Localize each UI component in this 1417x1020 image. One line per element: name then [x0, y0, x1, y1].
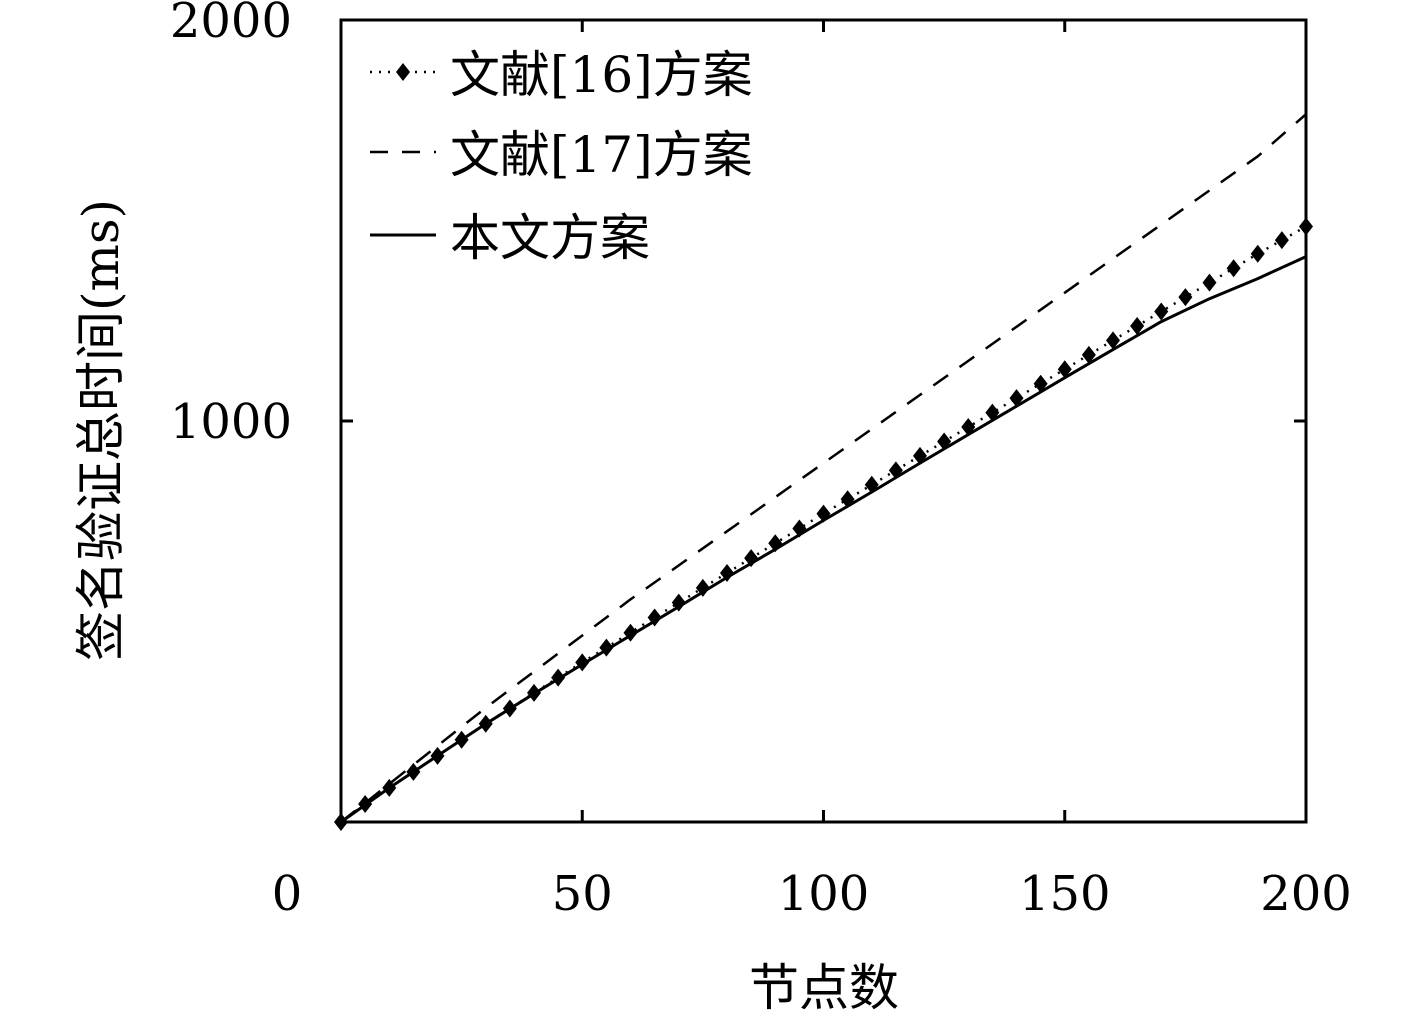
- series-1-point: [358, 794, 373, 813]
- legend-item-series-3: 本文方案: [370, 209, 650, 267]
- legend-label-series-2: 文献[17]方案: [450, 126, 753, 184]
- series-1-point: [888, 461, 903, 480]
- series-line-3: [340, 255, 1307, 824]
- legend-item-series-2: 文献[17]方案: [370, 126, 753, 184]
- legend-markers-series-1: [396, 63, 410, 81]
- series-1-point: [1130, 316, 1145, 335]
- plot-frame: [339, 18, 1308, 824]
- series-1-point: [671, 593, 686, 612]
- series-1-point: [744, 549, 759, 568]
- series-line-2: [340, 113, 1307, 823]
- series-1-point: [864, 475, 879, 494]
- series-1-point: [1250, 244, 1265, 263]
- series-1-point: [1106, 331, 1120, 350]
- series-1-point: [985, 403, 1000, 422]
- x-tick-label: 150: [1019, 866, 1111, 922]
- series-1-point: [1057, 360, 1072, 379]
- y-axis-title: 签名验证总时间(ms): [72, 199, 130, 661]
- series-1-point: [816, 504, 831, 523]
- series-1-point: [647, 608, 662, 627]
- series-1-point: [430, 746, 445, 765]
- series-1-point: [792, 519, 807, 538]
- series-1-point: [720, 563, 734, 582]
- x-axis-title: 节点数: [749, 959, 899, 1017]
- y-tick-label: 1000: [170, 394, 292, 450]
- series-1-point: [1178, 288, 1193, 307]
- series-1-point: [1202, 273, 1217, 292]
- series-1-point: [1226, 259, 1241, 278]
- series-1-point: [768, 534, 783, 553]
- legend-label-series-1: 文献[16]方案: [450, 46, 753, 104]
- series-1-point: [840, 490, 855, 509]
- legend-item-series-1: 文献[16]方案: [370, 46, 753, 104]
- series-1-point: [1009, 389, 1024, 408]
- series-1-point: [382, 778, 397, 797]
- series-1-point: [406, 762, 421, 781]
- series-1-point: [454, 730, 469, 749]
- y-tick-label: 2000: [170, 0, 292, 49]
- series-1-point: [1033, 374, 1048, 393]
- series-1-point: [1081, 345, 1096, 364]
- series-1-point: [551, 668, 566, 687]
- x-tick-label: 50: [552, 866, 613, 922]
- series-1-point: [527, 683, 541, 702]
- series-1-point: [961, 418, 976, 437]
- series-1-point: [478, 714, 493, 733]
- legend-label-series-3: 本文方案: [450, 209, 650, 267]
- series-1-point: [1154, 302, 1169, 321]
- series-1-point: [1274, 231, 1289, 250]
- tick-labels: 0 50 100 150 200 1000 2000: [170, 0, 1352, 922]
- series-1-point: [913, 446, 927, 465]
- series-1-point: [695, 578, 710, 597]
- legend-marker-series-1: [396, 63, 410, 81]
- series-1-point: [937, 432, 952, 451]
- series-1-point: [623, 623, 638, 642]
- legend: 文献[16]方案 文献[17]方案 本文方案: [370, 46, 753, 267]
- x-tick-label: 100: [778, 866, 870, 922]
- series-1-point: [502, 699, 517, 718]
- series-1-point: [599, 638, 614, 657]
- series-markers: [334, 217, 1313, 831]
- x-tick-label: 200: [1260, 866, 1352, 922]
- x-tick-label: 0: [272, 866, 303, 922]
- series-1-point: [575, 653, 590, 672]
